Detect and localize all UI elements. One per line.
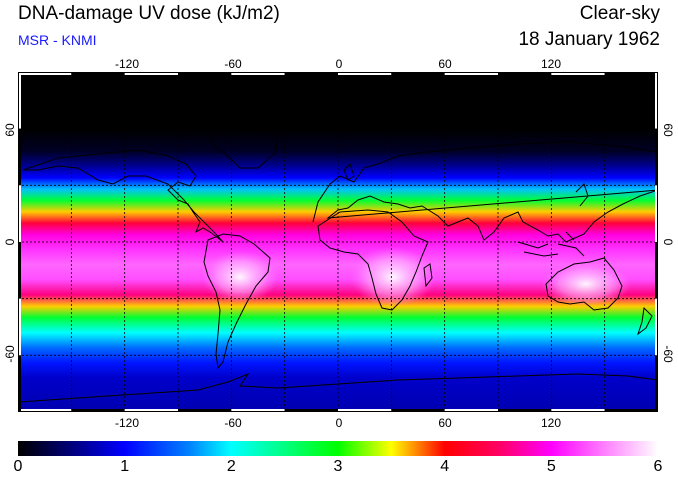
frame-bar-segment — [551, 72, 605, 75]
frame-bar-segment — [284, 72, 338, 75]
frame-bar-segment — [498, 72, 552, 75]
lat-tick-right: -60 — [661, 345, 675, 363]
frame-bar-segment — [18, 409, 72, 412]
frame-bar-segment — [338, 72, 392, 75]
lon-tick-bottom: 60 — [438, 416, 452, 430]
frame-bar-segment — [338, 409, 392, 412]
new-zealand-coast — [637, 306, 653, 336]
lon-tick-bottom: 0 — [335, 416, 343, 430]
lon-tick-bottom: 120 — [540, 416, 562, 430]
frame-bar-segment — [604, 72, 658, 75]
frame-bar-segment — [444, 409, 498, 412]
lat-tick-right: 0 — [661, 238, 675, 246]
colorbar — [18, 441, 658, 456]
frame-bar-segment — [655, 185, 658, 242]
australia-coast — [545, 257, 623, 311]
frame-bar-segment — [18, 72, 72, 75]
frame-bar-segment — [655, 355, 658, 412]
frame-bar-segment — [284, 409, 338, 412]
south-america-coast — [203, 233, 271, 370]
madagascar-coast — [423, 263, 433, 288]
lat-tick-left: -60 — [3, 345, 17, 363]
colorbar-label: 2 — [226, 458, 236, 475]
frame-bar-segment — [71, 72, 125, 75]
colorbar-label: 3 — [333, 458, 343, 475]
frame-bar-segment — [71, 409, 125, 412]
greenland-coast — [207, 129, 279, 169]
frame-bar-segment — [551, 409, 605, 412]
frame-bar-segment — [124, 409, 178, 412]
lon-tick-top: -60 — [224, 57, 242, 71]
graticule — [18, 72, 658, 412]
frame-bar-segment — [655, 298, 658, 356]
lon-tick-top: -120 — [114, 57, 140, 71]
uv-dose-map — [18, 72, 658, 412]
frame-bar-segment — [444, 72, 498, 75]
frame-bar-segment — [231, 409, 285, 412]
source-label: MSR - KNMI — [18, 32, 97, 48]
frame-bar-segment — [604, 409, 658, 412]
frame-bar-segment — [178, 409, 232, 412]
eurasia-coast — [312, 141, 658, 243]
lat-tick-right: 60 — [661, 123, 675, 137]
frame-bar-segment — [655, 242, 658, 299]
indonesia-coast — [517, 231, 585, 257]
frame-bar-segment — [231, 72, 285, 75]
frame-bar-segment — [124, 72, 178, 75]
australia-high-dose — [541, 262, 631, 306]
lon-tick-top: 120 — [540, 57, 562, 71]
lon-tick-bottom: -120 — [114, 416, 140, 430]
frame-bar-segment — [391, 72, 445, 75]
frame-bar-segment — [18, 185, 21, 242]
colorbar-label: 6 — [653, 458, 663, 475]
colorbar-label: 5 — [546, 458, 556, 475]
southern-africa-high-dose — [351, 247, 435, 307]
lat-tick-left: 60 — [3, 123, 17, 137]
map-frame-bars — [18, 72, 658, 412]
frame-bar-segment — [655, 72, 658, 129]
date-label: 18 January 1962 — [518, 29, 660, 50]
frame-bar-segment — [18, 242, 21, 299]
colorbar-gradient — [18, 441, 658, 456]
sky-condition-label: Clear-sky — [579, 3, 660, 24]
frame-bar-segment — [391, 409, 445, 412]
map-frame — [18, 72, 658, 412]
frame-bar-segment — [18, 72, 21, 129]
lon-tick-bottom: -60 — [224, 416, 242, 430]
map-title: DNA-damage UV dose (kJ/m2) — [18, 3, 280, 24]
frame-bar-segment — [498, 409, 552, 412]
north-america-coast — [22, 149, 224, 243]
frame-bar-segment — [18, 355, 21, 412]
lon-tick-top: 0 — [335, 57, 343, 71]
africa-coast — [317, 209, 429, 311]
frame-bar-segment — [655, 128, 658, 186]
south-america-high-dose — [202, 251, 278, 303]
frame-bar-segment — [178, 72, 232, 75]
frame-bar-segment — [18, 298, 21, 356]
colorbar-label: 1 — [120, 458, 130, 475]
uk-coast — [343, 163, 355, 181]
antarctica-coast — [18, 372, 658, 403]
colorbar-label: 4 — [440, 458, 450, 475]
coastlines — [18, 129, 658, 403]
frame-bar-segment — [18, 128, 21, 186]
japan-coast — [575, 183, 589, 207]
lon-tick-top: 60 — [438, 57, 452, 71]
lat-tick-left: 0 — [3, 238, 17, 246]
colorbar-label: 0 — [13, 458, 23, 475]
